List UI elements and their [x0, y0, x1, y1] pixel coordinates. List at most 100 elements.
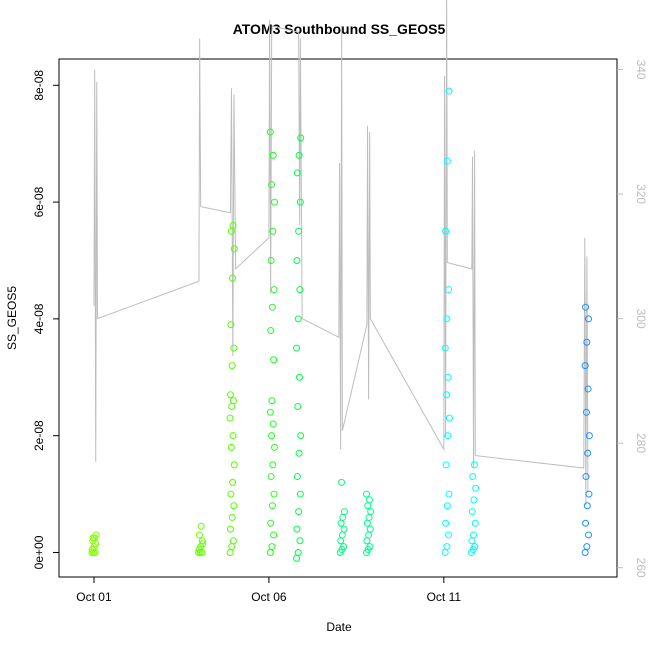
data-point: [363, 519, 371, 527]
data-point: [296, 198, 304, 206]
x-tick-label: Oct 01: [76, 590, 112, 604]
data-point: [228, 513, 236, 521]
data-point: [584, 449, 592, 457]
data-point: [470, 461, 478, 469]
data-point: [444, 373, 452, 381]
data-point: [267, 327, 275, 335]
right-tick-label: 260: [634, 558, 648, 578]
data-point: [582, 473, 590, 481]
data-point: [469, 473, 477, 481]
data-point: [471, 543, 479, 551]
data-point: [268, 432, 276, 440]
data-point: [340, 508, 348, 516]
data-point: [445, 414, 453, 422]
data-point: [269, 461, 277, 469]
chart-title: ATOM3 Southbound SS_GEOS5: [233, 21, 446, 37]
data-point: [443, 315, 451, 323]
data-point: [445, 87, 453, 95]
data-point: [445, 531, 453, 539]
y-tick-label: 8e-08: [32, 70, 46, 101]
data-point: [266, 548, 274, 556]
data-point: [267, 473, 275, 481]
data-point: [198, 537, 206, 545]
data-point: [293, 554, 301, 562]
data-point: [297, 432, 305, 440]
data-point: [582, 303, 590, 311]
data-point: [227, 321, 235, 329]
data-point: [338, 531, 346, 539]
data-point: [266, 408, 274, 416]
data-point: [468, 537, 476, 545]
plot-frame: [58, 58, 618, 578]
y-tick-label: 0e+00: [32, 535, 46, 569]
y-tick-label: 2e-08: [32, 420, 46, 451]
y-tick-label: 4e-08: [32, 303, 46, 334]
data-point: [89, 534, 97, 542]
data-point: [230, 502, 238, 510]
data-point: [226, 525, 234, 533]
data-point: [470, 496, 478, 504]
data-point: [197, 522, 205, 530]
right-tick-label: 280: [634, 433, 648, 453]
data-point: [442, 519, 450, 527]
data-point: [337, 519, 345, 527]
data-point: [366, 525, 374, 533]
data-point: [470, 531, 478, 539]
data-point: [226, 391, 234, 399]
data-point: [228, 362, 236, 370]
data-point: [363, 537, 371, 545]
y-axis-label: SS_GEOS5: [5, 286, 19, 350]
data-point: [293, 169, 301, 177]
data-point: [229, 397, 237, 405]
data-point: [226, 548, 234, 556]
data-point: [471, 519, 479, 527]
data-point: [585, 315, 593, 323]
data-point: [442, 391, 450, 399]
data-point: [364, 502, 372, 510]
data-point: [582, 519, 590, 527]
data-point: [270, 531, 278, 539]
data-point: [340, 543, 348, 551]
point-layer: [88, 87, 593, 562]
data-point: [229, 221, 237, 229]
data-point: [441, 548, 449, 556]
right-tick-label: 300: [634, 309, 648, 329]
data-point: [226, 414, 234, 422]
data-point: [266, 128, 274, 136]
data-point: [293, 525, 301, 533]
data-point: [585, 432, 593, 440]
x-axis-label: Date: [326, 620, 352, 634]
data-point: [228, 543, 236, 551]
data-point: [340, 525, 348, 533]
data-point: [363, 490, 371, 498]
data-point: [296, 286, 304, 294]
y-tick-label: 6e-08: [32, 186, 46, 217]
data-point: [442, 227, 450, 235]
data-point: [366, 543, 374, 551]
data-point: [268, 502, 276, 510]
data-point: [269, 151, 277, 159]
data-point: [585, 531, 593, 539]
data-point: [195, 531, 203, 539]
data-point: [229, 537, 237, 545]
data-point: [267, 519, 275, 527]
data-point: [230, 344, 238, 352]
data-point: [270, 356, 278, 364]
data-point: [583, 502, 591, 510]
data-point: [472, 484, 480, 492]
data-point: [295, 508, 303, 516]
data-point: [295, 227, 303, 235]
data-point: [230, 461, 238, 469]
data-point: [442, 461, 450, 469]
data-point: [367, 508, 375, 516]
data-point: [295, 449, 303, 457]
data-point: [293, 344, 301, 352]
data-point: [581, 548, 589, 556]
data-point: [339, 513, 347, 521]
data-point: [267, 256, 275, 264]
data-point: [294, 402, 302, 410]
data-point: [229, 432, 237, 440]
data-point: [227, 490, 235, 498]
